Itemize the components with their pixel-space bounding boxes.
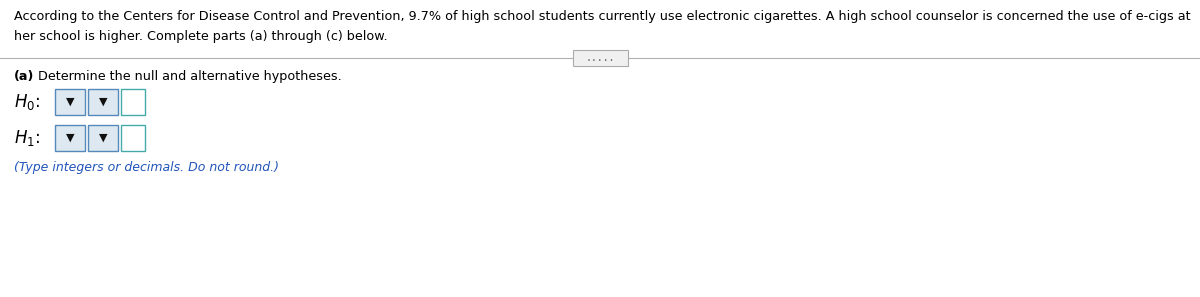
Bar (121, 89, 145, 115)
Text: Determine the null and alternative hypotheses.: Determine the null and alternative hypot… (34, 70, 342, 83)
Text: ▼: ▼ (66, 97, 74, 107)
Text: her school is higher. Complete parts (a) through (c) below.: her school is higher. Complete parts (a)… (14, 30, 388, 43)
Text: ▼: ▼ (98, 133, 107, 143)
Text: $H_1$:: $H_1$: (14, 128, 40, 148)
Text: $H_0$:: $H_0$: (14, 92, 40, 112)
Bar (55, 125, 85, 151)
Bar (55, 89, 85, 115)
Bar (572, 50, 628, 66)
Bar (88, 125, 118, 151)
Text: (a): (a) (14, 70, 35, 83)
Bar (88, 89, 118, 115)
Text: According to the Centers for Disease Control and Prevention, 9.7% of high school: According to the Centers for Disease Con… (14, 10, 1190, 23)
Text: .....: ..... (586, 53, 614, 63)
Bar (121, 125, 145, 151)
Text: ▼: ▼ (66, 133, 74, 143)
Text: (Type integers or decimals. Do not round.): (Type integers or decimals. Do not round… (14, 161, 278, 174)
Text: ▼: ▼ (98, 97, 107, 107)
